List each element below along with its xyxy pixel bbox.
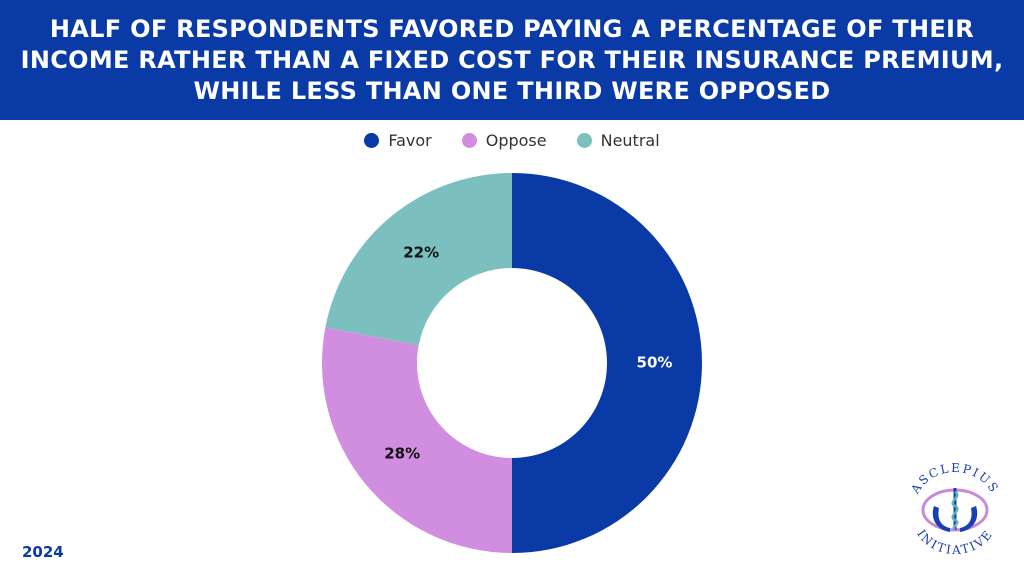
data-label-oppose: 28% bbox=[384, 444, 420, 462]
legend-item-neutral: Neutral bbox=[576, 131, 660, 150]
legend-label-neutral: Neutral bbox=[600, 131, 660, 150]
legend-item-favor: Favor bbox=[364, 131, 432, 150]
year-label: 2024 bbox=[22, 543, 64, 561]
legend-swatch-neutral bbox=[576, 133, 592, 148]
title-banner: HALF OF RESPONDENTS FAVORED PAYING A PER… bbox=[0, 0, 1024, 120]
legend-swatch-oppose bbox=[461, 133, 477, 148]
left-hand-icon bbox=[932, 506, 950, 532]
chart-legend: Favor Oppose Neutral bbox=[0, 131, 1024, 150]
chart-title: HALF OF RESPONDENTS FAVORED PAYING A PER… bbox=[20, 14, 1004, 105]
donut-slice-neutral bbox=[325, 173, 512, 346]
data-label-neutral: 22% bbox=[403, 244, 439, 262]
right-hand-icon bbox=[960, 506, 978, 532]
donut-slice-favor bbox=[512, 173, 702, 553]
legend-swatch-favor bbox=[364, 133, 380, 148]
data-label-favor: 50% bbox=[637, 354, 673, 372]
legend-item-oppose: Oppose bbox=[461, 131, 547, 150]
donut-slice-oppose bbox=[322, 327, 512, 553]
legend-label-favor: Favor bbox=[388, 131, 432, 150]
asclepius-initiative-logo: ASCLEPIUS INITIATIVE bbox=[908, 461, 1000, 557]
serpent-icon bbox=[951, 490, 959, 532]
legend-label-oppose: Oppose bbox=[485, 131, 547, 150]
